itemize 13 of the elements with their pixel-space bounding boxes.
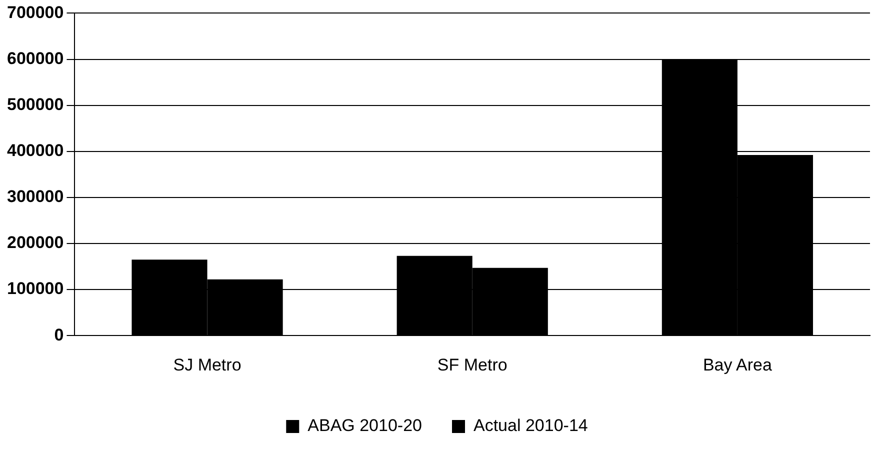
x-tick-label: SJ Metro [173,355,242,374]
legend-label: ABAG 2010-20 [308,416,422,436]
y-tick-label: 500000 [6,95,64,114]
y-tick-label: 700000 [6,2,64,22]
x-tick-label: Bay Area [702,355,772,374]
y-tick-label: 300000 [6,187,64,206]
y-tick-label: 600000 [6,48,64,68]
y-tick-label: 200000 [6,233,64,252]
x-tick-label: SF Metro [437,355,508,374]
y-tick-label: 0 [54,325,64,344]
y-tick-label: 400000 [6,141,64,160]
legend-label: Actual 2010-14 [473,416,588,436]
y-tick-label: 100000 [6,279,64,298]
